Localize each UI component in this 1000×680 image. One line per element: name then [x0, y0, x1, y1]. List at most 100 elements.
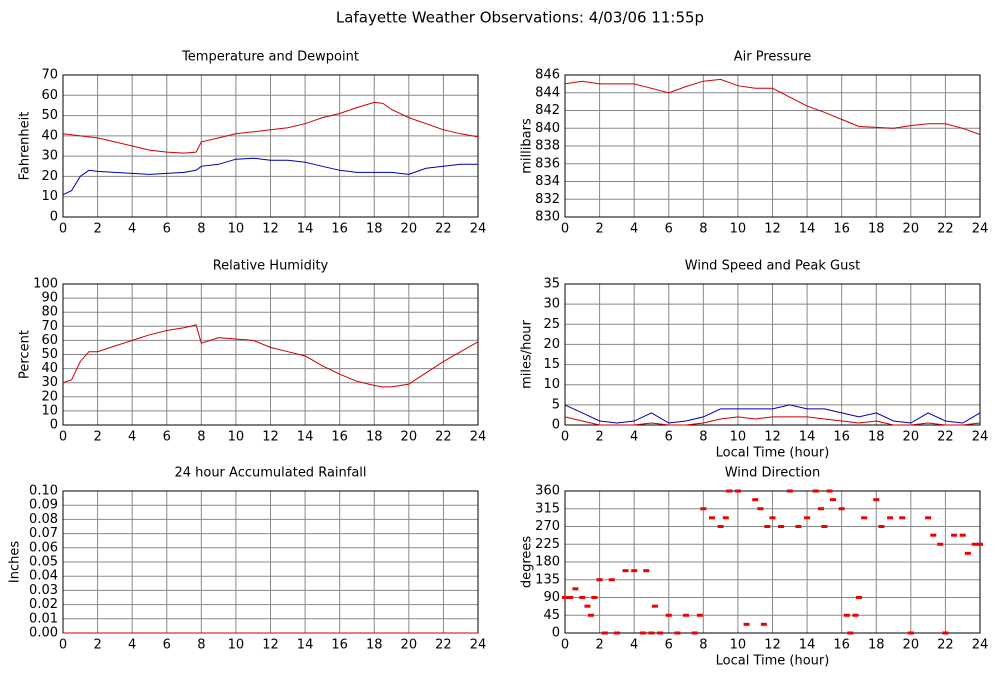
y-tick-label: 90 [41, 291, 58, 306]
x-tick-label: 8 [197, 222, 205, 237]
y-tick-label: 225 [535, 537, 560, 552]
data-point [683, 613, 690, 617]
y-tick-label: 180 [535, 555, 560, 570]
data-point [726, 489, 733, 493]
y-axis-label: miles/hour [520, 319, 535, 388]
data-point [760, 622, 767, 626]
y-tick-label: 0.09 [29, 498, 58, 513]
x-tick-label: 12 [764, 638, 781, 653]
y-tick-label: 838 [535, 139, 560, 154]
y-tick-label: 830 [535, 210, 560, 225]
x-tick-label: 20 [401, 222, 418, 237]
data-point [717, 525, 724, 528]
y-tick-label: 50 [41, 347, 58, 362]
data-point [657, 631, 664, 635]
chart-panel: 24 hour Accumulated Rainfall 0.000.010.02… [8, 466, 487, 653]
data-point [769, 516, 776, 520]
data-point [639, 631, 646, 635]
y-tick-label: 0 [552, 626, 560, 641]
y-axis-label: Inches [8, 541, 23, 583]
x-tick-label: 8 [197, 638, 205, 653]
x-tick-label: 22 [435, 638, 452, 653]
data-point [951, 533, 958, 537]
y-tick-label: 45 [543, 608, 560, 623]
data-point [591, 596, 598, 599]
x-tick-label: 2 [595, 638, 603, 653]
data-point [907, 631, 914, 635]
y-tick-label: 50 [41, 108, 58, 123]
chart-panel: Wind Speed and Peak Gust 0 5 10 15 20 25 30 35 0 2… [520, 259, 989, 461]
x-tick-label: 24 [470, 430, 487, 445]
x-tick-label: 20 [903, 638, 920, 653]
x-tick-label: 22 [435, 222, 452, 237]
x-tick-label: 14 [799, 430, 816, 445]
data-point [596, 578, 603, 582]
plot-frame [564, 283, 981, 426]
y-tick-label: 840 [535, 121, 560, 136]
plot-frame [62, 74, 479, 218]
y-tick-label: 10 [41, 403, 58, 418]
chart-title: 24 hour Accumulated Rainfall [174, 466, 366, 481]
y-tick-label: 70 [41, 68, 58, 83]
x-tick-label: 22 [937, 430, 954, 445]
data-point [942, 631, 949, 635]
data-point [631, 569, 638, 573]
data-point [786, 489, 793, 493]
x-tick-label: 24 [972, 638, 989, 653]
x-tick-label: 2 [93, 638, 101, 653]
data-point [852, 613, 859, 617]
y-tick-label: 0.00 [29, 626, 58, 641]
data-point [930, 533, 937, 537]
plot-frame [564, 74, 981, 218]
data-point [778, 525, 785, 528]
x-tick-label: 18 [366, 430, 383, 445]
series-line [564, 78, 981, 135]
y-tick-label: 135 [535, 572, 560, 587]
x-tick-label: 0 [561, 638, 569, 653]
data-point [959, 533, 966, 537]
y-tick-label: 20 [41, 389, 58, 404]
y-tick-label: 10 [543, 377, 560, 392]
data-point [812, 489, 819, 493]
x-tick-label: 10 [228, 430, 245, 445]
data-point [601, 631, 608, 635]
y-axis-label: degrees [520, 536, 535, 589]
x-tick-label: 0 [59, 638, 67, 653]
x-tick-label: 6 [163, 638, 171, 653]
x-tick-label: 4 [630, 430, 638, 445]
y-axis-label: Fahrenheit [18, 112, 33, 181]
data-point [613, 631, 620, 635]
x-tick-label: 20 [401, 430, 418, 445]
y-tick-label: 832 [535, 192, 560, 207]
x-tick-label: 2 [595, 222, 603, 237]
data-point [752, 498, 759, 502]
data-point [873, 498, 880, 502]
data-point [847, 631, 854, 635]
data-point [878, 525, 885, 528]
x-tick-label: 12 [262, 430, 279, 445]
y-tick-label: 100 [33, 277, 58, 292]
x-tick-label: 18 [868, 222, 885, 237]
x-tick-label: 8 [197, 430, 205, 445]
y-tick-label: 80 [41, 305, 58, 320]
y-tick-label: 70 [41, 319, 58, 334]
data-point [757, 507, 764, 511]
data-point [804, 516, 811, 520]
y-tick-label: 30 [41, 149, 58, 164]
data-point [722, 516, 729, 520]
data-point [691, 631, 698, 635]
y-tick-label: 20 [543, 337, 560, 352]
x-tick-label: 24 [972, 430, 989, 445]
y-axis-label: millibars [520, 118, 535, 174]
x-tick-label: 12 [262, 222, 279, 237]
series-line [62, 157, 478, 196]
data-point [648, 631, 655, 635]
y-tick-label: 0 [552, 418, 560, 433]
chart-title: Relative Humidity [213, 259, 329, 274]
x-tick-label: 24 [972, 222, 989, 237]
x-tick-label: 16 [833, 222, 850, 237]
data-point [861, 516, 868, 520]
data-point [567, 596, 574, 599]
data-point [843, 613, 850, 617]
